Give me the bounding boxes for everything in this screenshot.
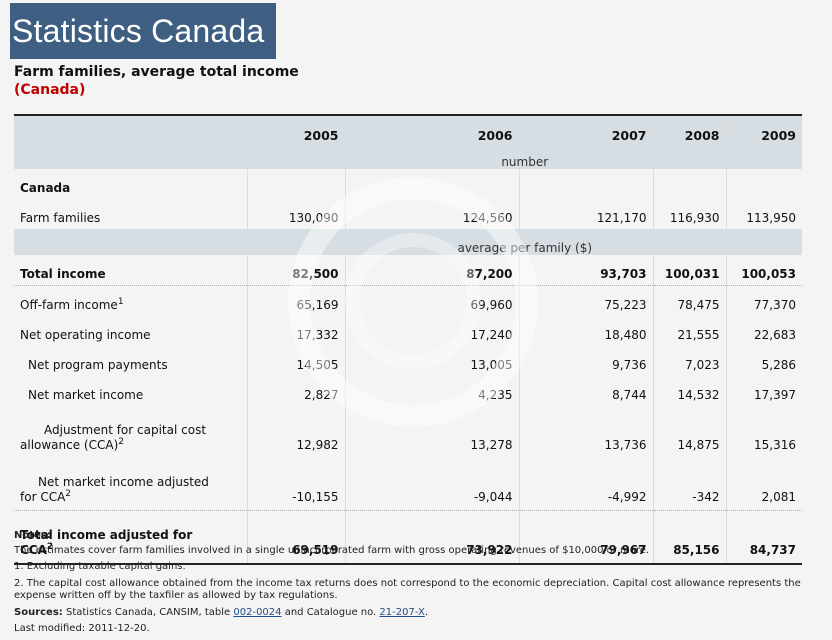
cell: 75,223 [519,285,654,316]
cell: 7,023 [653,346,727,376]
section-label: Canada [14,169,248,199]
cell: 9,736 [519,346,654,376]
unit-row-number: number [14,143,802,169]
cell: -9,044 [345,458,520,511]
cell: -4,992 [519,458,654,511]
cell: 65,169 [247,285,346,316]
page-subtitle: (Canada) [14,82,86,98]
table-row: Net program payments 14,505 13,005 9,736… [14,346,802,376]
year-header: 2008 [653,114,727,143]
income-table-container: 2005 2006 2007 2008 2009 number Canada F… [14,114,802,565]
cell: 85,156 [653,510,727,565]
cell: 79,967 [519,510,654,565]
cell: 17,332 [247,316,346,346]
cell: 15,316 [754,438,796,452]
note-2: 2. The capital cost allowance obtained f… [14,577,801,602]
year-header: 2006 [345,114,520,143]
header-stub [14,114,248,143]
cansim-table-link[interactable]: 002-0024 [233,606,282,618]
table-row: Off-farm income1 65,169 69,960 75,223 78… [14,285,802,316]
cell: 121,170 [519,199,654,229]
cell: 18,480 [519,316,654,346]
cell: 82,500 [247,255,346,286]
cell: 2,827 [247,376,346,406]
cell: 78,475 [653,285,727,316]
cell: 93,703 [519,255,654,286]
cell: 17,397 [754,388,796,402]
cell: -10,155 [247,458,346,511]
note-1: 1. Excluding taxable capital gains. [14,561,186,572]
table-row: Total income 82,500 87,200 93,703 100,03… [14,255,802,286]
cell: 12,982 [247,406,346,458]
row-label: Off-farm income1 [14,285,248,316]
year-header: 2007 [519,114,654,143]
cell: 13,278 [345,406,520,458]
note-general: The estimates cover farm families involv… [14,544,650,556]
notes-section: Notes: The estimates cover farm families… [14,530,814,640]
income-table: 2005 2006 2007 2008 2009 number Canada F… [14,114,802,565]
cell: 84,737 [726,510,802,565]
cell: 13,736 [519,406,654,458]
table-row: Net market income adjusted for CCA2 -10,1… [14,458,802,511]
table-row: Net market income 2,827 4,235 8,744 14,5… [14,376,802,406]
cell: 77,370 [726,285,802,316]
cell: 14,532 [653,376,727,406]
year-header: 2009 [726,114,802,143]
unit-label: number [247,143,802,169]
page-title: Farm families, average total income [14,64,299,80]
cell: 69,519 [247,510,346,565]
sources-line: Sources: Statistics Canada, CANSIM, tabl… [14,606,428,618]
row-label: Net market income [14,376,248,406]
row-label: Net operating income [14,316,248,346]
cell: 100,053 [741,267,796,281]
cell: 4,235 [345,376,520,406]
cell: 130,090 [247,199,346,229]
cell: 14,505 [247,346,346,376]
footnote-ref[interactable]: 2 [65,489,72,499]
row-label: Net program payments [14,346,248,376]
row-label: Adjustment for capital cost allowance (CC… [14,406,248,458]
notes-heading: Notes: [14,530,51,541]
cell: 100,031 [653,255,727,286]
cell: 14,875 [653,406,727,458]
footnote-ref[interactable]: 1 [117,297,124,307]
row-label: Total income adjusted for CCA2 [14,510,248,565]
cell: 116,930 [653,199,727,229]
cell: 21,555 [653,316,727,346]
unit-label: average per family ($) [247,229,802,255]
last-modified: Last modified: 2011-12-20. [14,623,150,634]
row-label: Net market income adjusted for CCA2 [14,458,248,511]
cell: 8,744 [519,376,654,406]
cell: 22,683 [754,328,796,342]
cell: 124,560 [345,199,520,229]
cell: 5,286 [761,358,796,372]
cell: -342 [653,458,727,511]
catalogue-link[interactable]: 21-207-X [379,606,425,618]
cell: 113,950 [746,211,796,225]
section-row: Canada [14,169,802,199]
cell: 17,240 [345,316,520,346]
footnote-ref[interactable]: 2 [46,542,54,552]
row-label: Farm families [14,199,248,229]
cell: 13,005 [345,346,520,376]
footnote-ref[interactable]: 2 [118,437,124,447]
table-row: Total income adjusted for CCA2 69,519 73,… [14,510,802,565]
cell: 2,081 [761,490,796,504]
statcan-banner[interactable]: Statistics Canada [10,3,276,59]
cell: 73,922 [345,510,520,565]
year-header: 2005 [247,114,346,143]
unit-row-average: average per family ($) [14,229,802,255]
cell: 69,960 [345,285,520,316]
table-row: Farm families 130,090 124,560 121,170 11… [14,199,802,229]
table-row: Adjustment for capital cost allowance (CC… [14,406,802,458]
year-header-row: 2005 2006 2007 2008 2009 [14,114,802,143]
table-row: Net operating income 17,332 17,240 18,48… [14,316,802,346]
cell: 87,200 [345,255,520,286]
row-label: Total income [14,255,248,286]
